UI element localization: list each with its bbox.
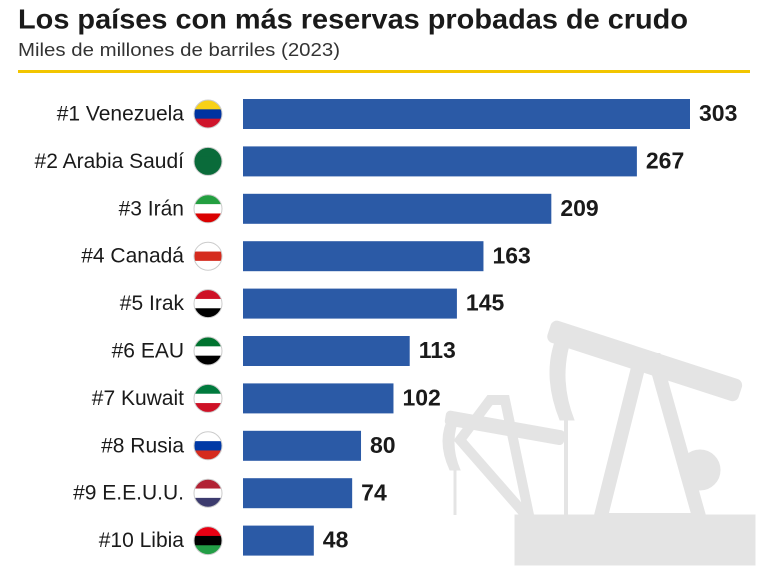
flag-stripe (194, 308, 222, 318)
flag-stripe (194, 384, 222, 395)
flag-stripe (194, 488, 222, 499)
flag-stripe (194, 156, 222, 167)
flag-rim (193, 289, 223, 319)
flag-icon (194, 431, 222, 460)
flag-icon (194, 147, 222, 176)
value-label: 303 (699, 100, 737, 126)
flag-stripe (194, 166, 222, 176)
value-label: 74 (361, 479, 387, 505)
flag-icon (194, 337, 222, 365)
flag-stripe (194, 479, 222, 490)
flag-icon (194, 384, 222, 413)
flag-stripe (194, 403, 222, 413)
flag-stripe (194, 213, 222, 223)
flag-stripe (194, 194, 222, 205)
flag-rim (193, 478, 223, 508)
bar (243, 146, 637, 177)
value-label: 102 (402, 384, 440, 410)
bar (243, 525, 314, 556)
category-label: #6 EAU (112, 340, 184, 363)
flag-stripe (194, 118, 222, 128)
flag-rim (193, 146, 223, 176)
bar (243, 193, 552, 224)
flag-stripe (194, 526, 222, 537)
flag-rim (193, 383, 223, 413)
flag-icon (194, 100, 222, 128)
category-label: #10 Libia (99, 529, 185, 552)
bar (243, 99, 690, 129)
flag-stripe (194, 346, 222, 357)
flag-stripe (194, 545, 222, 555)
bar (243, 383, 394, 414)
bar (243, 241, 484, 272)
value-label: 113 (419, 337, 456, 363)
flag-stripe (194, 355, 222, 365)
flag-stripe (194, 204, 222, 214)
category-label: #8 Rusia (101, 434, 184, 457)
flag-stripe (194, 535, 222, 546)
flag-stripe (194, 100, 222, 110)
value-label: 267 (646, 147, 684, 173)
flag-icon (194, 242, 222, 271)
value-label: 209 (560, 195, 598, 221)
flag-stripe (194, 450, 222, 460)
category-label: #7 Kuwait (92, 387, 184, 410)
flag-stripe (194, 298, 222, 309)
flag-rim (193, 99, 223, 129)
divider (18, 70, 750, 73)
flag-stripe (194, 242, 222, 253)
value-label: 48 (323, 527, 349, 553)
bar (243, 288, 457, 319)
category-label: #2 Arabia Saudí (35, 150, 185, 173)
flag-icon (194, 479, 222, 508)
flag-rim (193, 431, 223, 461)
value-label: 80 (370, 432, 396, 458)
flag-stripe (194, 337, 222, 347)
chart-subtitle: Miles de millones de barriles (2023) (18, 40, 340, 60)
category-label: #3 Irán (119, 197, 184, 220)
category-label: #1 Venezuela (57, 103, 185, 126)
flag-stripe (194, 441, 222, 451)
category-label: #5 Irak (120, 292, 185, 315)
value-label: 163 (492, 242, 530, 268)
flag-rim (193, 194, 223, 224)
flag-stripe (194, 147, 222, 158)
pump-jack-illustration (442, 320, 756, 566)
flag-rim (193, 336, 223, 366)
flag-rim (193, 526, 223, 556)
flag-stripe (194, 393, 222, 404)
category-label: #9 E.E.U.U. (73, 482, 184, 505)
value-label: 145 (466, 290, 505, 316)
flag-stripe (194, 289, 222, 300)
flag-icon (194, 526, 222, 555)
flag-stripe (194, 251, 222, 262)
chart-title: Los países con más reservas probadas de … (18, 3, 688, 34)
bar (243, 478, 353, 509)
flag-icon (194, 289, 222, 318)
flag-icon (194, 194, 222, 223)
flag-stripe (194, 260, 222, 271)
flag-stripe (194, 431, 222, 442)
bar (243, 336, 410, 366)
flag-stripe (194, 497, 222, 508)
flag-rim (193, 241, 223, 271)
category-label: #4 Canadá (81, 245, 184, 268)
bar (243, 430, 362, 461)
flag-stripe (194, 109, 222, 120)
